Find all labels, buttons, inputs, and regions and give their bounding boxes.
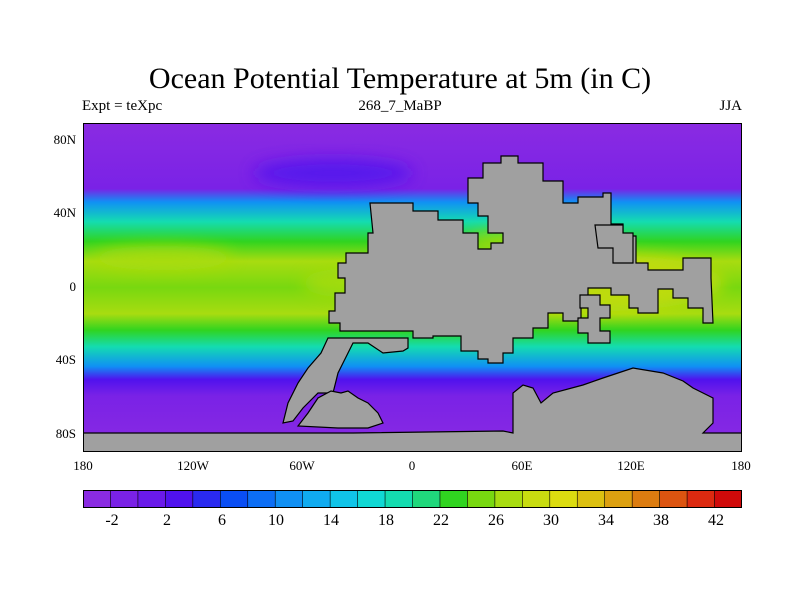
y-tick-label: 40S — [55, 352, 76, 367]
colorbar-cell — [83, 490, 112, 508]
y-tick-label: 40N — [53, 205, 76, 220]
colorbar-label: 18 — [378, 512, 394, 529]
x-tick-label: 60W — [289, 458, 315, 473]
colorbar-cell — [192, 490, 221, 508]
temperature-map — [83, 123, 742, 452]
continent-main — [328, 155, 714, 364]
land-masses — [83, 155, 742, 452]
y-tick-label: 0 — [69, 279, 77, 294]
colorbar-cell — [329, 490, 359, 508]
colorbar-cell — [631, 490, 661, 508]
x-tick-label: 0 — [408, 458, 416, 473]
colorbar-label: 2 — [163, 512, 171, 529]
y-tick-label: 80S — [55, 426, 76, 441]
colorbar-cell — [439, 490, 469, 508]
x-tick-label: 60E — [511, 458, 533, 473]
colorbar-cell — [247, 490, 276, 508]
colorbar-cell — [274, 490, 304, 508]
colorbar-label: 10 — [268, 512, 284, 529]
x-tick-label: 180 — [731, 458, 751, 473]
southern-continent — [83, 367, 742, 452]
colorbar-cell — [412, 490, 441, 508]
colorbar-cell — [165, 490, 194, 508]
colorbar-label: 14 — [323, 512, 339, 529]
colorbar-cell — [384, 490, 414, 508]
colorbar-label: 34 — [598, 512, 614, 529]
x-tick-label: 120W — [177, 458, 209, 473]
island-2 — [594, 224, 634, 264]
time-label: 268_7_MaBP — [358, 98, 442, 114]
island-1 — [577, 294, 611, 344]
colorbar-label: 42 — [708, 512, 724, 529]
experiment-label: Expt = teXpc — [82, 98, 163, 114]
antarctic-peninsula — [296, 390, 384, 429]
colorbar-cell — [576, 490, 606, 508]
colorbar-cell — [357, 490, 386, 508]
colorbar-cell — [604, 490, 633, 508]
colorbar-label: 38 — [653, 512, 669, 529]
colorbar-cell — [686, 490, 716, 508]
chart-title: Ocean Potential Temperature at 5m (in C) — [148, 62, 652, 95]
colorbar-label: 26 — [488, 512, 504, 529]
colorbar-cell — [137, 490, 166, 508]
colorbar-label: -2 — [105, 512, 119, 529]
colorbar-cell — [302, 490, 331, 508]
colorbar-cell — [110, 490, 139, 508]
map-frame — [83, 123, 742, 452]
y-tick-label: 80N — [53, 132, 76, 147]
colorbar-cell — [219, 490, 249, 508]
x-tick-label: 120E — [617, 458, 645, 473]
colorbar-cell — [494, 490, 523, 508]
season-label: JJA — [719, 98, 742, 114]
colorbar — [83, 490, 742, 508]
colorbar-cell — [467, 490, 496, 508]
colorbar-label: 30 — [543, 512, 559, 529]
colorbar-cell — [549, 490, 578, 508]
colorbar-label: 22 — [433, 512, 449, 529]
colorbar-label: 6 — [218, 512, 226, 529]
x-tick-label: 180 — [73, 458, 93, 473]
colorbar-cell — [659, 490, 688, 508]
colorbar-cell — [714, 490, 742, 508]
colorbar-cell — [522, 490, 551, 508]
